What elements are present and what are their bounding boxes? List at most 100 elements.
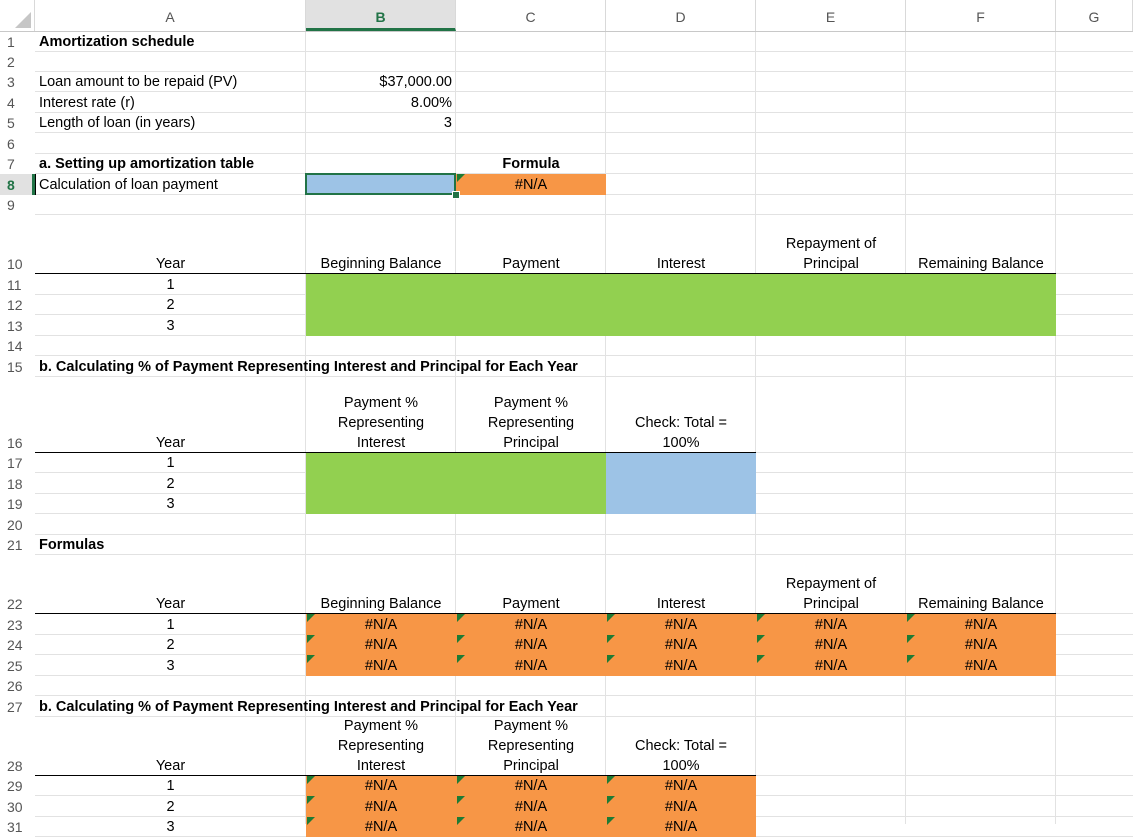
year-value: 2 — [39, 296, 302, 314]
error-indicator-icon[interactable] — [757, 614, 765, 622]
formula-error-value: #N/A — [610, 798, 752, 816]
row-header-31[interactable]: 31 — [0, 817, 35, 837]
repayment-header-line2: Principal — [760, 255, 902, 273]
error-indicator-icon[interactable] — [607, 796, 615, 804]
error-indicator-icon[interactable] — [307, 635, 315, 643]
interest-header: Interest — [610, 595, 752, 613]
row-header-4[interactable]: 4 — [0, 92, 35, 113]
column-header-a[interactable]: A — [35, 0, 306, 31]
payment-header: Payment — [460, 595, 602, 613]
check-header-1: Check: Total = — [610, 737, 752, 755]
row-header-12[interactable]: 12 — [0, 295, 35, 316]
repayment-header-line1: Repayment of — [760, 575, 902, 593]
error-indicator-icon[interactable] — [607, 614, 615, 622]
row-header-22[interactable]: 22 — [0, 555, 35, 614]
row-header-14[interactable]: 14 — [0, 336, 35, 357]
fill-handle[interactable] — [452, 191, 460, 199]
row-header-11[interactable]: 11 — [0, 274, 35, 295]
formula-error-value: #N/A — [460, 657, 602, 675]
length-value: 3 — [310, 114, 452, 132]
row-header-30[interactable]: 30 — [0, 796, 35, 817]
row-gridline — [35, 112, 1133, 113]
column-gridline — [755, 31, 756, 824]
error-indicator-icon[interactable] — [757, 635, 765, 643]
error-indicator-icon[interactable] — [457, 614, 465, 622]
select-all-corner[interactable] — [0, 0, 35, 31]
error-indicator-icon[interactable] — [457, 174, 465, 182]
row-header-8[interactable]: 8 — [0, 174, 35, 195]
row-header-1[interactable]: 1 — [0, 31, 35, 52]
row-header-13[interactable]: 13 — [0, 315, 35, 336]
table-header-rule — [35, 613, 1056, 614]
row-header-15[interactable]: 15 — [0, 356, 35, 377]
calc-formula-value: #N/A — [460, 176, 602, 194]
column-header-d[interactable]: D — [606, 0, 756, 31]
row-header-2[interactable]: 2 — [0, 52, 35, 72]
pct-interest-header-2: Representing — [310, 737, 452, 755]
error-indicator-icon[interactable] — [307, 614, 315, 622]
row-header-29[interactable]: 29 — [0, 776, 35, 797]
length-label: Length of loan (in years) — [39, 114, 195, 132]
error-indicator-icon[interactable] — [457, 796, 465, 804]
error-indicator-icon[interactable] — [607, 776, 615, 784]
row-header-7[interactable]: 7 — [0, 154, 35, 175]
year-value: 3 — [39, 495, 302, 513]
active-cell-selection[interactable] — [305, 173, 456, 195]
rate-label: Interest rate (r) — [39, 94, 135, 112]
error-indicator-icon[interactable] — [607, 635, 615, 643]
row-gridline — [35, 71, 1133, 72]
error-indicator-icon[interactable] — [607, 655, 615, 663]
row-header-21[interactable]: 21 — [0, 535, 35, 556]
error-indicator-icon[interactable] — [457, 655, 465, 663]
amortization-input-fill — [306, 274, 1056, 336]
error-indicator-icon[interactable] — [307, 817, 315, 825]
column-header-e[interactable]: E — [756, 0, 906, 31]
row-header-10[interactable]: 10 — [0, 215, 35, 274]
error-indicator-icon[interactable] — [307, 796, 315, 804]
column-header-c[interactable]: C — [456, 0, 606, 31]
formula-error-value: #N/A — [910, 657, 1052, 675]
error-indicator-icon[interactable] — [457, 776, 465, 784]
row-header-28[interactable]: 28 — [0, 717, 35, 776]
formula-error-value: #N/A — [760, 657, 902, 675]
row-header-24[interactable]: 24 — [0, 635, 35, 656]
error-indicator-icon[interactable] — [907, 635, 915, 643]
column-gridline — [1055, 31, 1056, 824]
formula-error-value: #N/A — [610, 616, 752, 634]
column-header-f[interactable]: F — [906, 0, 1056, 31]
row-header-20[interactable]: 20 — [0, 514, 35, 535]
row-header-6[interactable]: 6 — [0, 133, 35, 154]
column-header-g[interactable]: G — [1056, 0, 1133, 31]
error-indicator-icon[interactable] — [607, 817, 615, 825]
row-gridline — [35, 91, 1133, 92]
row-header-19[interactable]: 19 — [0, 494, 35, 515]
row-header-9[interactable]: 9 — [0, 195, 35, 216]
beginning-balance-header: Beginning Balance — [310, 595, 452, 613]
error-indicator-icon[interactable] — [457, 817, 465, 825]
row-header-27[interactable]: 27 — [0, 696, 35, 717]
row-header-26[interactable]: 26 — [0, 676, 35, 697]
formula-error-value: #N/A — [310, 657, 452, 675]
year-value: 3 — [39, 818, 302, 836]
error-indicator-icon[interactable] — [907, 655, 915, 663]
error-indicator-icon[interactable] — [757, 655, 765, 663]
year-header: Year — [39, 595, 302, 613]
row-gridline — [35, 214, 1133, 215]
year-value: 3 — [39, 657, 302, 675]
error-indicator-icon[interactable] — [457, 635, 465, 643]
row-header-25[interactable]: 25 — [0, 655, 35, 676]
column-header-b[interactable]: B — [306, 0, 456, 31]
year-value: 1 — [39, 777, 302, 795]
error-indicator-icon[interactable] — [307, 776, 315, 784]
row-header-16[interactable]: 16 — [0, 377, 35, 453]
error-indicator-icon[interactable] — [307, 655, 315, 663]
row-header-3[interactable]: 3 — [0, 72, 35, 93]
pct-principal-header-1: Payment % — [460, 394, 602, 412]
row-header-18[interactable]: 18 — [0, 473, 35, 494]
row-header-17[interactable]: 17 — [0, 453, 35, 474]
check-header-1: Check: Total = — [610, 414, 752, 432]
row-header-23[interactable]: 23 — [0, 614, 35, 635]
row-header-5[interactable]: 5 — [0, 113, 35, 134]
error-indicator-icon[interactable] — [907, 614, 915, 622]
